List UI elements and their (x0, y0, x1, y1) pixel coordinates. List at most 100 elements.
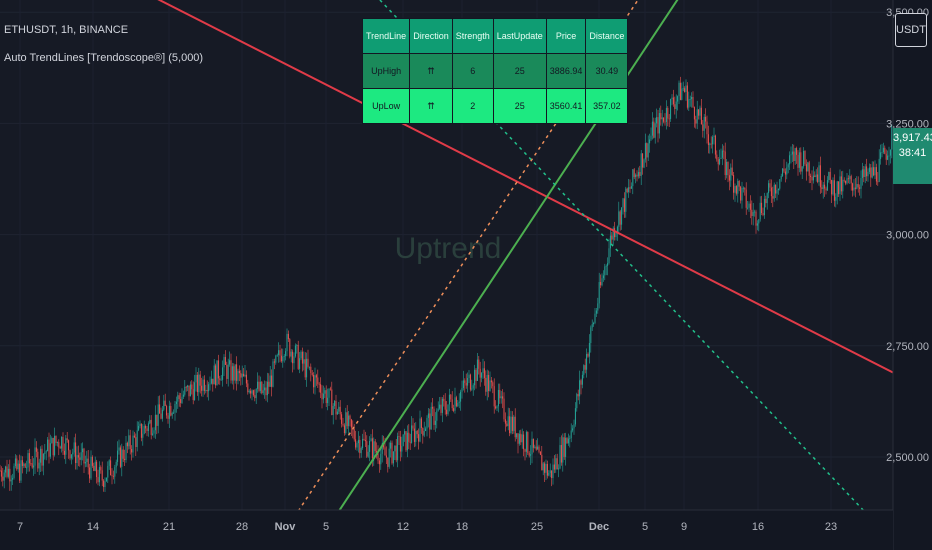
candle-body (555, 458, 557, 470)
candle-body (196, 374, 198, 393)
x-tick-label: 28 (236, 521, 248, 533)
candle-body (888, 155, 890, 157)
candle-body (714, 135, 716, 155)
candle-body (194, 382, 196, 401)
candle-body (390, 442, 392, 449)
candle-body (818, 165, 820, 183)
candle-body (398, 436, 400, 438)
candle-body (366, 441, 368, 457)
candle-body (213, 365, 215, 385)
x-tick-label: 18 (456, 521, 468, 533)
candle-body (262, 390, 264, 394)
candle-body (399, 436, 401, 452)
candle-body (332, 405, 334, 416)
candle-body (658, 113, 660, 134)
candle-body (726, 161, 728, 176)
candle-body (836, 181, 838, 197)
candle-body (77, 455, 79, 458)
candle-body (860, 178, 862, 189)
candle-body (649, 139, 651, 144)
candle-body (20, 460, 22, 481)
candle-body (651, 121, 653, 136)
candle-body (210, 378, 212, 384)
candle-body (448, 394, 450, 405)
candle-body (271, 375, 273, 387)
candle-body (891, 127, 893, 150)
candle-body (612, 228, 614, 240)
candle-body (247, 383, 249, 393)
candle-body (356, 443, 358, 448)
candle-body (538, 446, 540, 452)
candle-body (110, 460, 112, 476)
candle-body (593, 322, 595, 325)
candle-body (525, 431, 527, 452)
x-axis[interactable]: 7 14 21 28 Nov 5 12 18 25 Dec 5 9 16 23 (0, 509, 893, 550)
candle-body (709, 143, 711, 146)
x-tick-label: Dec (589, 521, 609, 533)
candle-body (418, 434, 420, 442)
candle-body (397, 436, 399, 461)
candle-body (65, 438, 67, 455)
candle-body (507, 416, 509, 427)
candle-body (83, 448, 85, 464)
x-tick-label: 23 (825, 521, 837, 533)
candle-body (44, 452, 46, 454)
candle-body (628, 187, 630, 193)
candle-body (842, 179, 844, 192)
candle-body (734, 186, 736, 193)
candle-body (780, 175, 782, 180)
candle-body (62, 436, 64, 451)
table-cell-trendline: UpHigh (361, 53, 411, 89)
candle-body (699, 107, 701, 116)
candle-body (252, 390, 254, 396)
candle-body (56, 442, 58, 444)
candle-body (747, 207, 749, 209)
currency-button[interactable]: USDT (895, 13, 927, 47)
candle-body (63, 450, 65, 455)
candle-body (268, 381, 270, 387)
candle-body (153, 430, 155, 434)
candle-body (751, 209, 753, 216)
candle-body (52, 437, 54, 456)
candle-body (24, 463, 26, 468)
candle-body (770, 187, 772, 197)
current-price-tag: 3,917.43 38:41 (893, 128, 932, 184)
candle-body (426, 417, 428, 429)
symbol-label[interactable]: ETHUSDT, 1h, BINANCE (4, 24, 129, 36)
candle-body (752, 212, 754, 216)
y-tick-label: 3,250.00 (886, 118, 929, 130)
indicator-label[interactable]: Auto TrendLines [Trendoscope®] (5,000) (4, 52, 204, 64)
candle-body (264, 387, 266, 391)
candle-body (322, 393, 324, 400)
candle-body (188, 385, 190, 397)
candle-body (702, 124, 704, 131)
candle-body (451, 399, 453, 409)
candle-body (261, 381, 263, 394)
candle-body (419, 418, 421, 442)
candle-body (521, 434, 523, 443)
candle-body (122, 449, 124, 459)
candle-body (321, 392, 323, 400)
y-tick-label: 2,500.00 (886, 452, 929, 464)
candle-body (803, 150, 805, 167)
candle-body (707, 134, 709, 146)
candle-body (209, 383, 211, 385)
candle-body (814, 175, 816, 178)
candle-body (98, 467, 100, 483)
candle-body (105, 477, 107, 482)
candle-body (373, 441, 375, 459)
x-tick-label: 12 (397, 521, 409, 533)
trendline-table: TrendLine Direction Strength LastUpdate … (361, 18, 629, 124)
candle-body (720, 157, 722, 159)
candle-body (75, 442, 77, 464)
candle-body (660, 113, 662, 120)
candle-body (479, 368, 481, 378)
candle-body (481, 372, 483, 378)
candle-body (195, 374, 197, 383)
candle-body (367, 451, 369, 457)
candle-body (787, 164, 789, 168)
candle-body (653, 121, 655, 138)
y-axis[interactable]: 2,500.002,750.003,000.003,250.003,500.00… (886, 0, 932, 550)
candle-body (363, 438, 365, 441)
candle-body (380, 453, 382, 465)
